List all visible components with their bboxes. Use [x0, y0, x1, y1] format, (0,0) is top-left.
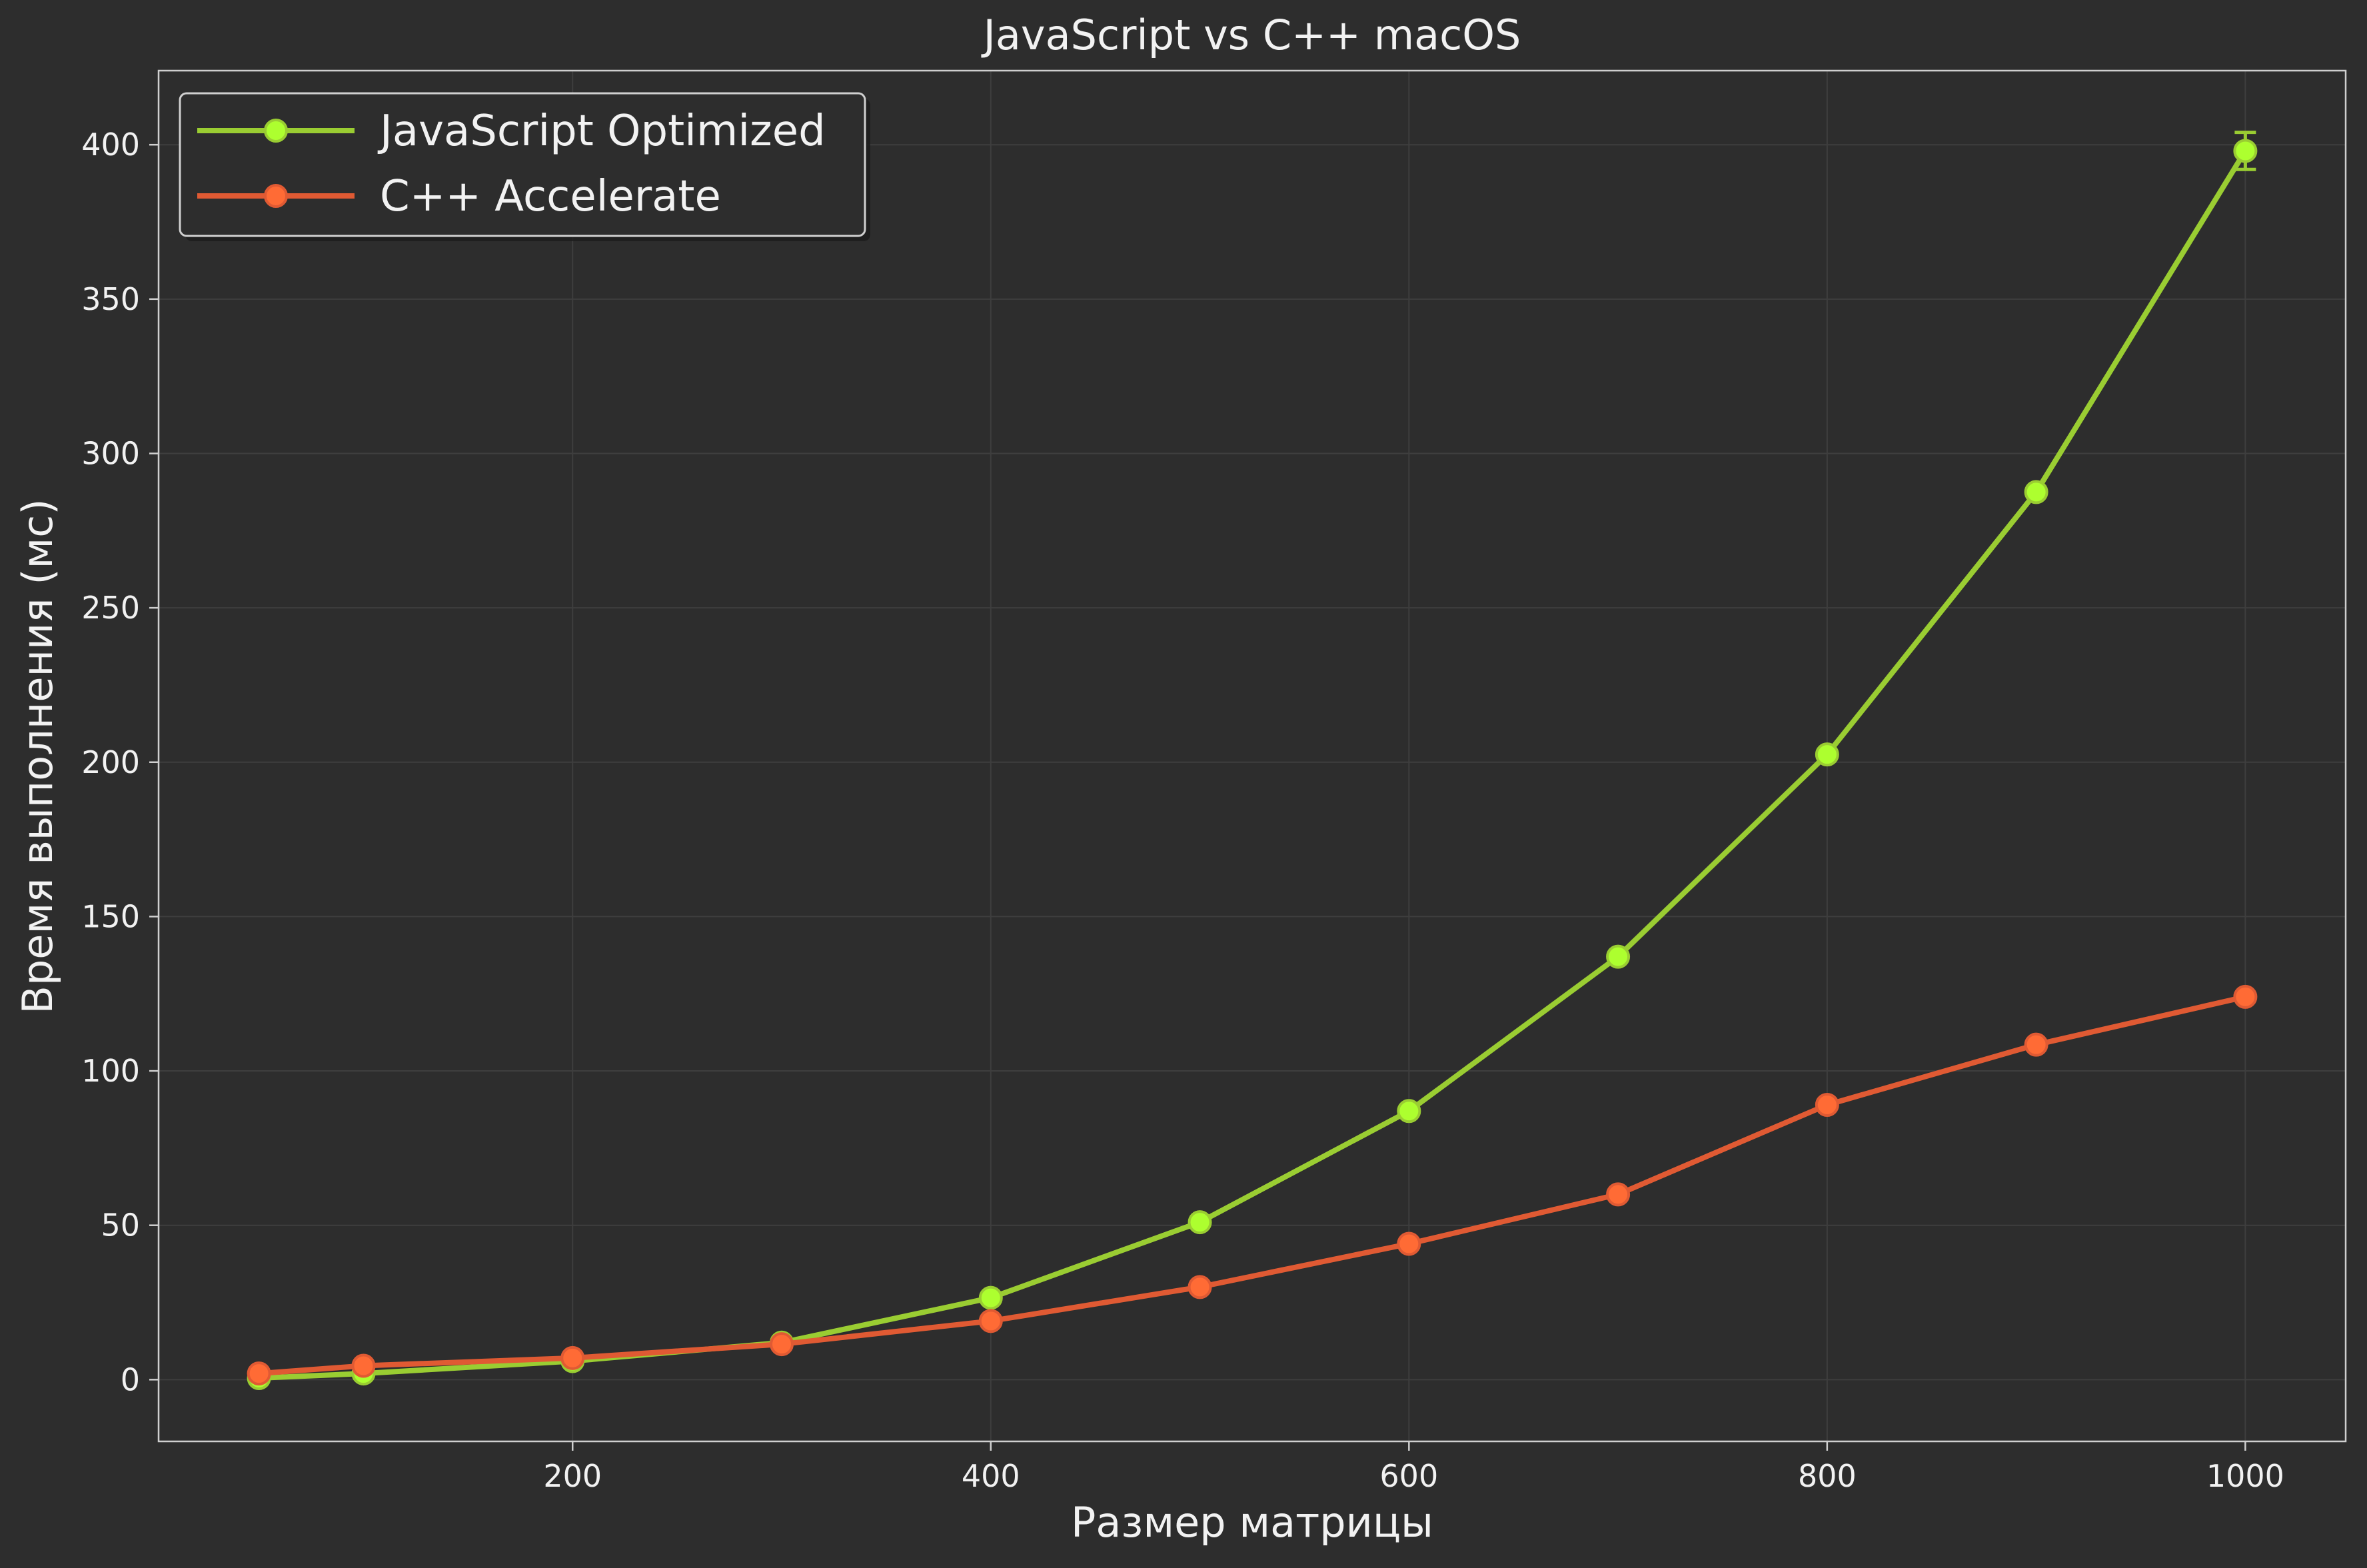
y-tick-label: 250: [81, 590, 140, 626]
x-tick-label: 200: [543, 1458, 602, 1494]
x-axis-label: Размер матрицы: [1071, 1498, 1433, 1547]
y-tick-label: 100: [81, 1053, 140, 1089]
y-tick-label: 0: [121, 1361, 140, 1397]
data-point: [1815, 1093, 1839, 1118]
plot-frame: [157, 69, 2347, 1443]
data-point: [247, 1361, 271, 1386]
data-point: [1606, 944, 1631, 969]
data-point: [2024, 1032, 2048, 1057]
legend: JavaScript Optimized C++ Accelerate: [179, 92, 870, 241]
data-point: [978, 1309, 1003, 1333]
legend-marker: [264, 184, 288, 208]
y-tick-label: 400: [81, 127, 140, 163]
legend-label: C++ Accelerate: [380, 172, 721, 221]
y-tick-label: 300: [81, 435, 140, 471]
data-point: [2024, 480, 2048, 504]
x-tick-label: 800: [1798, 1458, 1857, 1494]
data-point: [1815, 742, 1839, 767]
y-axis-label: Время выполнения (мс): [13, 498, 62, 1014]
data-point: [1187, 1210, 1212, 1235]
series-layer: [247, 131, 2258, 1391]
data-point: [770, 1332, 794, 1357]
data-point: [1187, 1275, 1212, 1299]
data-point: [351, 1353, 376, 1378]
series-2: [247, 984, 2258, 1386]
chart-title: JavaScript vs C++ macOS: [981, 11, 1521, 59]
legend-marker: [264, 119, 288, 143]
grid: [159, 71, 2346, 1441]
y-tick-label: 200: [81, 744, 140, 780]
data-point: [560, 1345, 585, 1370]
y-tick-label: 150: [81, 898, 140, 934]
x-tick-label: 400: [962, 1458, 1020, 1494]
x-tick-label: 1000: [2206, 1458, 2284, 1494]
y-tick-label: 350: [81, 281, 140, 317]
data-point: [1397, 1099, 1421, 1124]
data-point: [2233, 139, 2258, 163]
legend-label: JavaScript Optimized: [377, 107, 826, 156]
data-point: [978, 1285, 1003, 1310]
x-tick-label: 600: [1379, 1458, 1438, 1494]
y-axis: 0 50 100 150 200 250 300 350 400: [81, 127, 159, 1397]
data-point: [1606, 1182, 1631, 1207]
data-point: [2233, 984, 2258, 1009]
y-tick-label: 50: [101, 1207, 140, 1243]
x-axis: 200 400 600 800 1000: [543, 1441, 2284, 1494]
data-point: [1397, 1231, 1421, 1256]
